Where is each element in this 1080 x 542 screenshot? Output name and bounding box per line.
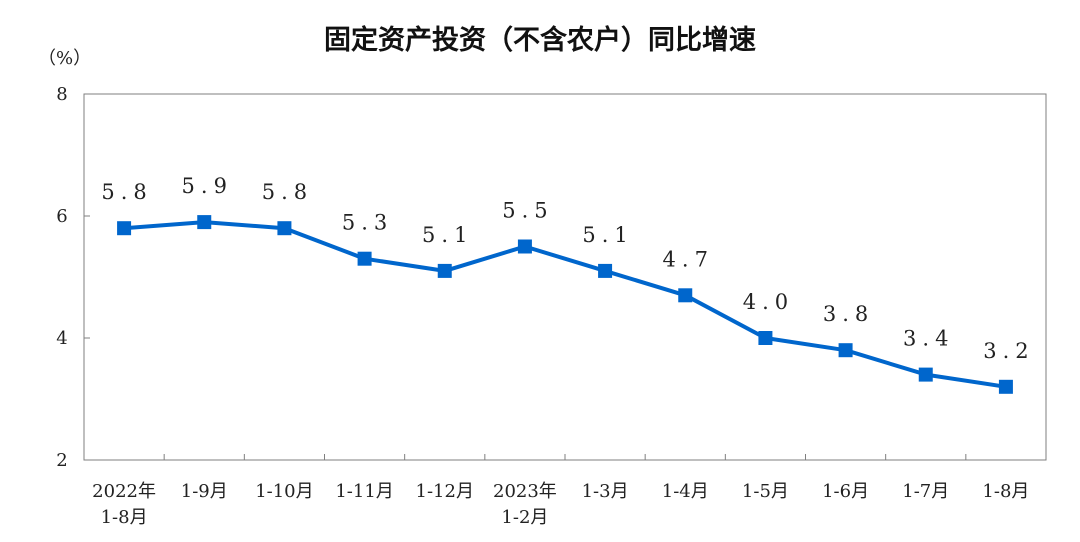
data-label: 5.1 [422,223,473,247]
data-point [197,215,212,230]
data-label: 3.8 [823,302,874,326]
x-tick-label: 1-8月 [982,481,1029,502]
x-tick-label: 1-4月 [662,481,709,502]
x-tick-label: 1-3月 [582,481,629,502]
series-line [123,220,1007,389]
data-point [357,251,372,266]
x-tick-label: 1-2月 [501,507,548,528]
data-labels: 5.8 5.9 5.8 5.3 5.1 5.5 5.1 4.7 4.0 3.8 3.4 3.2 [101,174,1034,363]
data-point [437,263,452,278]
data-point [598,263,613,278]
data-label: 5.8 [101,180,152,204]
x-tick-label: 2023年 [493,481,557,502]
data-label: 4.7 [663,247,714,271]
data-point [117,221,132,236]
x-tick-label: 1-5月 [742,481,789,502]
chart-title: 固定资产投资（不含农户）同比增速 [324,25,756,56]
y-tick-label: 2 [56,450,67,471]
x-tick-label: 1-9月 [181,481,228,502]
data-label: 5.3 [342,211,393,235]
data-point [918,367,933,382]
data-label: 5.5 [502,199,553,223]
x-tick-label: 1-12月 [416,481,474,502]
data-point [678,288,693,303]
data-label: 3.4 [903,327,954,351]
x-tick-label: 2022年 [92,481,156,502]
data-point [998,379,1013,394]
x-tick-label: 1-11月 [335,481,393,502]
data-label: 4.0 [743,290,794,314]
data-point [517,239,532,254]
series-markers [117,215,1013,394]
x-tick-label: 1-10月 [255,481,313,502]
x-tick-label: 1-8月 [101,507,148,528]
y-tick-label: 6 [56,206,67,227]
axes [83,93,1047,461]
data-label: 5.8 [262,180,313,204]
data-label: 5.9 [182,174,233,198]
data-label: 5.1 [582,223,633,247]
data-point [277,221,292,236]
y-axis-unit: （%） [38,48,92,69]
data-label: 3.2 [983,339,1034,363]
plot-frame [83,93,1047,461]
data-point [758,331,773,345]
x-tick-label: 1-6月 [822,481,869,502]
y-tick-label: 8 [56,84,67,105]
tick-labels: 2 4 6 8 2022年 1-8月 1-9月 1-10月 1-11月 1-12月 2023年 1-2… [56,84,1029,528]
data-point [838,343,853,358]
y-tick-label: 4 [56,328,67,349]
x-tick-label: 1-7月 [902,481,949,502]
